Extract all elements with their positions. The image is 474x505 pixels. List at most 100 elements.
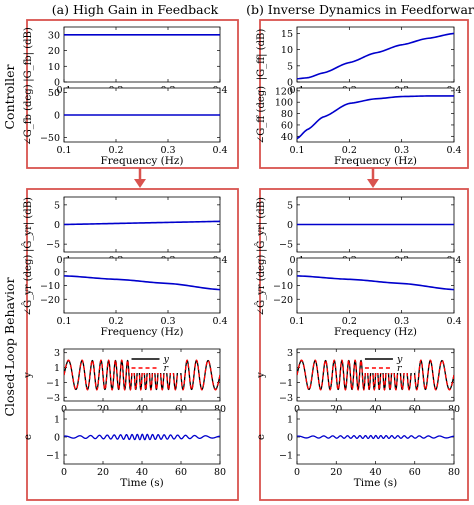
- b_time_y-legend-y-label: y: [396, 354, 403, 365]
- b_cl_phase-ylabel: ∠Ĝ_yr (deg): [255, 255, 267, 317]
- a_time_e-axes-frame: [63, 409, 221, 465]
- plots: 01020300.10.20.30.4|G_fb| (dB)−500500.10…: [22, 26, 462, 489]
- b_time_y-legend-r-label: r: [397, 363, 403, 374]
- b_ctrl_mag-ylabel: |G_ff| (dB): [256, 29, 267, 81]
- controller-box-b: [259, 19, 469, 169]
- b_time_e-ytick-label: 1: [287, 415, 293, 426]
- b_time_e-xtick-label: 80: [448, 467, 460, 478]
- a_ctrl_phase-xtick-label: 0.3: [160, 145, 175, 156]
- b_ctrl_phase-ytick-label: 40: [281, 132, 293, 143]
- b_cl_mag-ytick-label: −5: [279, 240, 293, 251]
- a_time_e-xtick-label: 0: [61, 467, 67, 478]
- b_cl_phase-ytick-label: −20: [273, 295, 293, 306]
- a_ctrl_mag-ytick-label: 10: [48, 62, 60, 73]
- b_time_e-axes-frame: [296, 409, 455, 465]
- a_cl_phase-series-line: [64, 275, 220, 291]
- b_time_y-xtick-label: 80: [448, 404, 460, 415]
- plot-b_ctrl_mag: 0510150.10.20.30.4|G_ff| (dB): [256, 26, 462, 96]
- b_cl_phase-ytick-label: −10: [273, 281, 293, 292]
- b_cl_mag-ytick-label: 5: [287, 200, 293, 211]
- b_ctrl_mag-ytick-label: 15: [281, 29, 293, 40]
- a_time_y-xtick-label: 80: [214, 404, 226, 415]
- a_cl_mag-ytick-label: 5: [54, 200, 60, 211]
- b_time_e-xtick-label: 20: [330, 467, 342, 478]
- b_time_e-e-line: [297, 434, 454, 440]
- a_ctrl_phase-ylabel: ∠G_fb (deg): [23, 84, 34, 145]
- a_ctrl_phase-ytick-label: 50: [48, 88, 60, 99]
- plot-a_cl_mag: −5050.10.20.30.4|Ĝ_yr| (dB): [22, 196, 228, 266]
- row-title-controller: Controller: [2, 64, 17, 129]
- b_ctrl_phase-xtick-label: 0.3: [394, 145, 409, 156]
- b_time_e-xlabel: Time (s): [354, 477, 397, 489]
- a_ctrl_phase-xtick-label: 0.2: [108, 145, 123, 156]
- a_time_e-xtick-label: 80: [214, 467, 226, 478]
- b_cl_phase-ytick-label: 0: [287, 267, 293, 278]
- a_cl_phase-ytick-label: 0: [54, 267, 60, 278]
- b_time_y-r-line: [297, 359, 454, 391]
- b_time_y-ytick-label: −1: [279, 378, 293, 389]
- a_time_y-ytick-label: 3: [54, 348, 60, 359]
- a_time_y-legend-y-label: y: [163, 354, 170, 365]
- plot-a_ctrl_mag: 01020300.10.20.30.4|G_fb| (dB): [23, 26, 228, 96]
- a_cl_phase-ylabel: ∠Ĝ_yr (deg): [22, 255, 34, 317]
- b_ctrl_phase-xtick-label: 0.1: [289, 145, 304, 156]
- plot-b_cl_mag: −5050.10.20.30.4|Ĝ_yr| (dB): [255, 196, 462, 266]
- b_time_e-ylabel: e: [256, 434, 267, 440]
- a_time_y-ylabel: y: [23, 372, 34, 379]
- a_cl_mag-ytick-label: 0: [54, 220, 60, 231]
- b_cl_phase-axes-frame: [296, 257, 455, 314]
- b_time_y-xtick-label: 60: [409, 404, 421, 415]
- b_time_y-ytick-label: 3: [287, 348, 293, 359]
- b_time_e-ytick-label: −1: [279, 451, 293, 462]
- a_cl_mag-ytick-label: −5: [46, 240, 60, 251]
- a_time_y-xtick-label: 0: [61, 404, 67, 415]
- a_time_e-ytick-label: 1: [54, 415, 60, 426]
- b_time_y-xtick-label: 20: [330, 404, 342, 415]
- a_cl_phase-xtick-label: 0.2: [108, 316, 123, 327]
- b_time_y-ytick-label: 1: [287, 363, 293, 374]
- a_ctrl_phase-xtick-label: 0.1: [56, 145, 71, 156]
- b_ctrl_mag-ytick-label: 0: [287, 78, 293, 89]
- b_cl_phase-xtick-label: 0.1: [289, 316, 304, 327]
- column-title-b: (b) Inverse Dynamics in Feedforward: [246, 2, 474, 17]
- a_time_y-legend-box: [129, 353, 182, 373]
- b_cl_phase-xtick-label: 0.2: [342, 316, 357, 327]
- b_ctrl_mag-ytick-label: 10: [281, 45, 293, 56]
- down-arrow-a: [134, 168, 146, 188]
- a_ctrl_mag-ytick-label: 0: [54, 78, 60, 89]
- a_cl_phase-axes-frame: [63, 257, 221, 314]
- a_time_e-ytick-label: 0: [54, 433, 60, 444]
- a_time_y-ytick-label: 1: [54, 363, 60, 374]
- b_ctrl_phase-ylabel: ∠G_ff (deg): [256, 86, 267, 144]
- b_time_y-xtick-label: 0: [294, 404, 300, 415]
- b_ctrl_phase-ytick-label: 80: [281, 109, 293, 120]
- a_cl_mag-ylabel: |Ĝ_yr| (dB): [22, 197, 34, 252]
- b_ctrl_phase-xlabel: Frequency (Hz): [334, 155, 417, 167]
- a_ctrl_mag-ytick-label: 30: [48, 30, 60, 41]
- b_time_e-xtick-label: 0: [294, 467, 300, 478]
- a_cl_phase-xtick-label: 0.1: [56, 316, 71, 327]
- b_ctrl_phase-ytick-label: 60: [281, 120, 293, 131]
- a_cl_phase-xtick-label: 0.3: [160, 316, 175, 327]
- b_ctrl_phase-ytick-label: 100: [275, 98, 293, 109]
- a_time_e-e-line: [64, 433, 220, 441]
- a_time_e-xtick-label: 60: [175, 467, 187, 478]
- a_time_y-xtick-label: 60: [175, 404, 187, 415]
- a_ctrl_phase-xtick-label: 0.4: [212, 145, 227, 156]
- closed-loop-box-b: [259, 188, 469, 501]
- a_time_e-xlabel: Time (s): [120, 477, 163, 489]
- b_ctrl_mag-ytick-label: 5: [287, 61, 293, 72]
- a_ctrl_mag-axes-frame: [63, 26, 221, 83]
- b_cl_phase-xtick-label: 0.3: [394, 316, 409, 327]
- row-title-closed-loop: Closed-Loop Behavior: [2, 277, 17, 416]
- plot-b_cl_phase: −20 −10 0 0.1 0.2 0.3 0.4 Frequency (Hz) ∠Ĝ_yr (…: [255, 255, 462, 338]
- controller-box-a: [26, 19, 239, 169]
- b_time_e-xtick-label: 40: [369, 467, 381, 478]
- a_cl_phase-xtick-label: 0.4: [212, 316, 227, 327]
- b_ctrl_mag-series-line: [297, 32, 454, 80]
- a_cl_phase-xlabel: Frequency (Hz): [100, 326, 183, 338]
